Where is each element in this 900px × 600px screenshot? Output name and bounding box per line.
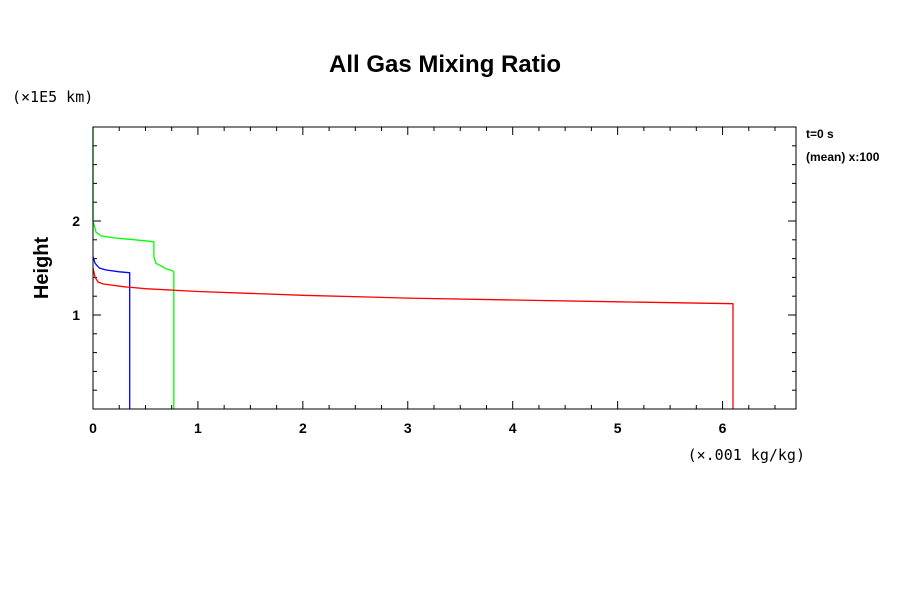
axis-ticks bbox=[92, 126, 796, 410]
y-tick-label: 1 bbox=[72, 307, 80, 323]
x-tick-label: 1 bbox=[194, 420, 202, 436]
series-line-3 bbox=[92, 267, 734, 409]
annotation-mean: (mean) x:100 bbox=[806, 150, 880, 164]
annotation-time: t=0 s bbox=[806, 127, 834, 141]
series-lines bbox=[92, 127, 734, 409]
x-tick-label: 5 bbox=[614, 420, 622, 436]
x-tick-label: 2 bbox=[299, 420, 307, 436]
plot-area-frame bbox=[92, 126, 797, 410]
tick-labels: 0 1 2 3 4 5 6 1 2 bbox=[72, 213, 726, 436]
series-line-2 bbox=[92, 127, 175, 409]
x-tick-label: 3 bbox=[404, 420, 412, 436]
y-tick-label: 2 bbox=[72, 213, 80, 229]
x-tick-label: 0 bbox=[89, 420, 97, 436]
x-tick-label: 4 bbox=[509, 420, 517, 436]
chart-title: All Gas Mixing Ratio bbox=[329, 51, 561, 78]
x-tick-label: 6 bbox=[719, 420, 727, 436]
y-axis-label: Height bbox=[31, 237, 53, 300]
x-axis-unit: (×.001 kg/kg) bbox=[688, 446, 805, 464]
y-axis-unit: (×1E5 km) bbox=[12, 88, 93, 106]
series-line-1 bbox=[92, 256, 131, 409]
